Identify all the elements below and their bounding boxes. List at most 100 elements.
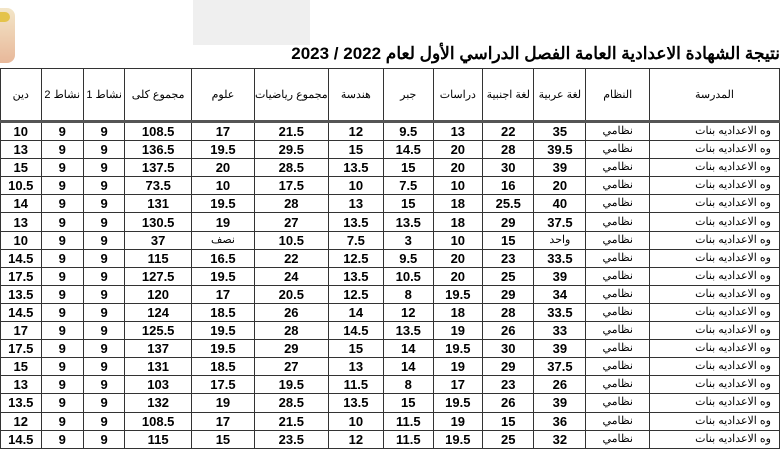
grade-cell: 9 (82, 212, 126, 232)
grade-cell: 13.5 (327, 266, 385, 286)
grade-cell: 9 (82, 140, 126, 160)
table-row: وه الاعداديه بنات نظامي 39 30 19.5 14 15 29 19.5… (0, 339, 780, 359)
grade-cell: 9 (82, 230, 126, 250)
grade-cell: 108.5 (124, 120, 192, 142)
system-cell: نظامي (585, 194, 650, 214)
school-cell: وه الاعداديه بنات (648, 248, 780, 268)
school-cell: وه الاعداديه بنات (648, 158, 780, 178)
grade-cell: 10.5 (0, 176, 42, 196)
grade-cell: 131 (124, 357, 192, 377)
column-header: لغة عربية (533, 68, 587, 123)
grade-cell: 9 (40, 321, 84, 341)
grade-cell: 103 (124, 375, 192, 395)
grade-cell: 9 (40, 212, 84, 232)
grade-cell: 9 (40, 375, 84, 395)
school-cell: وه الاعداديه بنات (648, 321, 780, 341)
system-cell: نظامي (585, 284, 650, 304)
table-row: وه الاعداديه بنات نظامي 40 25.5 18 15 13 28 19.5… (0, 194, 780, 214)
grade-cell: 19.5 (432, 339, 484, 359)
grade-cell: 10 (327, 176, 385, 196)
grade-cell: 14 (383, 357, 434, 377)
grade-cell: 19.5 (190, 194, 255, 214)
grade-cell: 20 (432, 266, 484, 286)
school-cell: وه الاعداديه بنات (648, 357, 780, 377)
grade-cell: 37 (124, 230, 192, 250)
grade-cell: 14.5 (0, 429, 42, 449)
table-row: وه الاعداديه بنات نظامي 33.5 28 18 12 14 26 18.5… (0, 302, 780, 323)
grade-cell: 25.5 (482, 194, 535, 214)
grade-cell: 39.5 (533, 140, 587, 160)
grade-cell: 9 (82, 357, 126, 377)
grade-cell: 9 (82, 120, 126, 142)
table-row: وه الاعداديه بنات نظامي 39 30 20 15 13.5 28.5 20… (0, 158, 780, 178)
grade-cell: 124 (124, 302, 192, 323)
grade-cell: 9 (82, 158, 126, 178)
grade-cell: 29.5 (253, 140, 329, 160)
column-header: مجموع رياضيات (253, 68, 329, 123)
grade-cell: 17.5 (190, 375, 255, 395)
grade-cell: 9 (40, 393, 84, 413)
grade-cell: 9 (82, 302, 126, 323)
column-header: مجموع كلى (124, 68, 192, 123)
grade-cell: 9 (82, 411, 126, 431)
grade-cell: 17 (190, 411, 255, 431)
grade-cell: 27 (253, 357, 329, 377)
grade-cell: 24 (253, 266, 329, 286)
grade-cell: 9 (40, 120, 84, 142)
table-row: وه الاعداديه بنات نظامي 37.5 29 18 13.5 13.5 27… (0, 212, 780, 232)
grade-cell: 10 (0, 120, 42, 142)
grade-cell: 130.5 (124, 212, 192, 232)
column-header: النظام (585, 68, 650, 123)
grade-cell: 16.5 (190, 248, 255, 268)
grade-cell: 9 (40, 194, 84, 214)
grade-cell: 19 (190, 212, 255, 232)
grade-cell: 14 (327, 302, 385, 323)
table-row: وه الاعداديه بنات نظامي 20 16 10 7.5 10 17.5 10 7… (0, 176, 780, 196)
grade-cell: 9 (40, 302, 84, 323)
grade-cell: 13.5 (327, 212, 385, 232)
grade-cell: 9 (40, 411, 84, 431)
grade-cell: 9 (82, 339, 126, 359)
school-cell: وه الاعداديه بنات (648, 266, 780, 286)
grade-cell: 26 (482, 393, 535, 413)
grade-cell: 28.5 (253, 393, 329, 413)
grade-cell: 8 (383, 284, 434, 304)
school-cell: وه الاعداديه بنات (648, 393, 780, 413)
grade-cell: 32 (533, 429, 587, 449)
grade-cell: 12 (327, 120, 385, 142)
table-row: وه الاعداديه بنات نظامي 26 23 17 8 11.5 19.5 17.… (0, 375, 780, 395)
grade-cell: 115 (124, 248, 192, 268)
school-cell: وه الاعداديه بنات (648, 339, 780, 359)
grade-cell: 17 (190, 120, 255, 142)
grade-cell: 12 (0, 411, 42, 431)
system-cell: نظامي (585, 339, 650, 359)
grade-cell: 17 (190, 284, 255, 304)
grade-cell: 20 (432, 248, 484, 268)
grade-cell: 22 (253, 248, 329, 268)
grade-cell: 20.5 (253, 284, 329, 304)
grade-cell: 20 (432, 158, 484, 178)
grade-cell: 30 (482, 339, 535, 359)
school-cell: وه الاعداديه بنات (648, 194, 780, 214)
system-cell: نظامي (585, 266, 650, 286)
grade-cell: 18.5 (190, 302, 255, 323)
grade-cell: 26 (253, 302, 329, 323)
grade-cell: 13 (0, 212, 42, 232)
grade-cell: 9 (82, 284, 126, 304)
grade-cell: 13.5 (0, 284, 42, 304)
table-row: وه الاعداديه بنات نظامي 34 29 19.5 8 12.5 20.5 1… (0, 284, 780, 304)
system-cell: نظامي (585, 393, 650, 413)
grade-cell: 9 (82, 393, 126, 413)
grade-cell: 9 (82, 321, 126, 341)
grade-cell: 20 (432, 140, 484, 160)
grade-cell: 39 (533, 393, 587, 413)
grade-cell: 13.5 (327, 158, 385, 178)
grade-cell: 15 (0, 357, 42, 377)
grade-cell: 19.5 (190, 321, 255, 341)
table-row: وه الاعداديه بنات نظامي 36 15 19 11.5 10 21.5 17… (0, 411, 780, 431)
grade-cell: 39 (533, 339, 587, 359)
system-cell: نظامي (585, 120, 650, 142)
grade-cell: 9.5 (383, 248, 434, 268)
grade-cell: 40 (533, 194, 587, 214)
grade-cell: 15 (383, 158, 434, 178)
